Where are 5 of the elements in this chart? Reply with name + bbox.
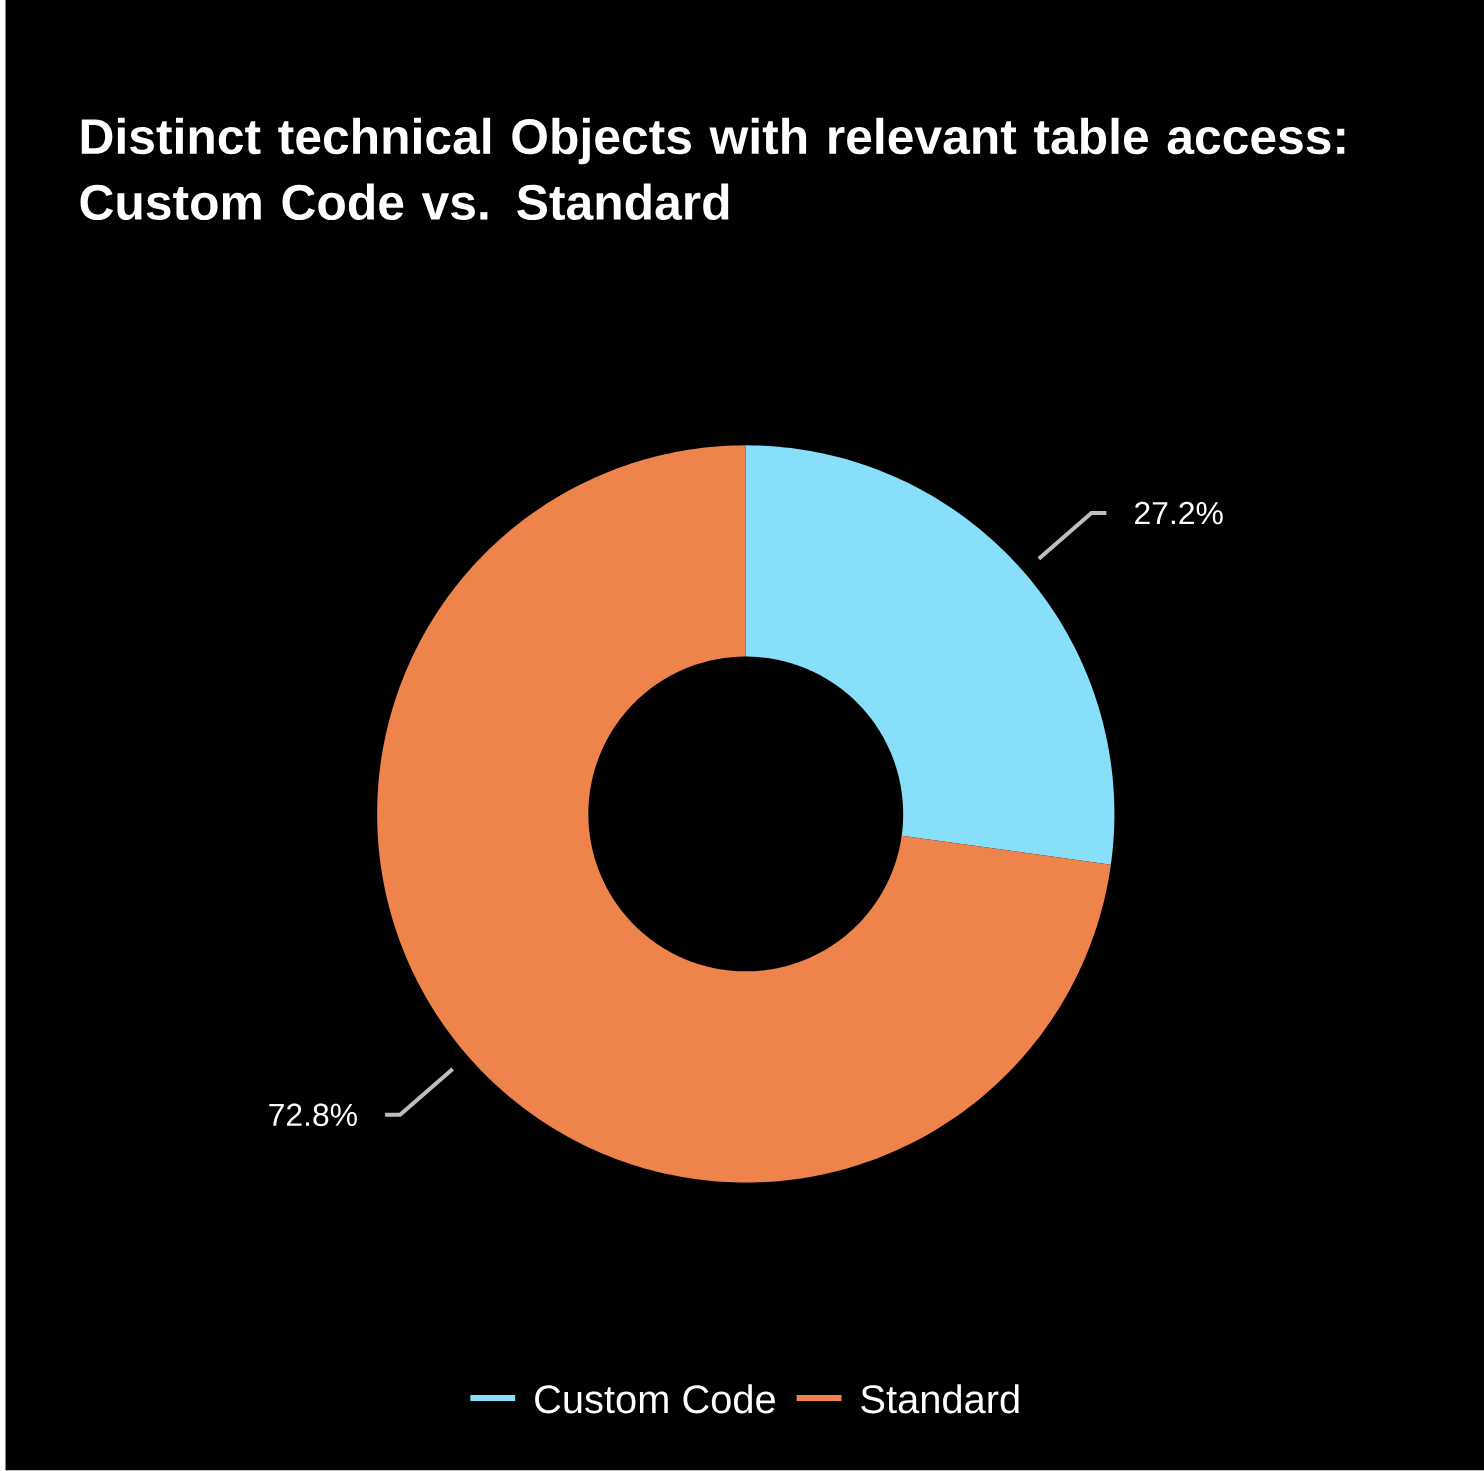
legend-label: Custom Code [535, 1384, 775, 1414]
data-label: 72.8% [269, 1103, 357, 1127]
chart-title: Distinct technical Objects with relevant table access: Custom Code vs. Standard [80, 117, 1345, 221]
data-label: 27.2% [1135, 502, 1223, 525]
legend-label: Standard [861, 1384, 1019, 1414]
